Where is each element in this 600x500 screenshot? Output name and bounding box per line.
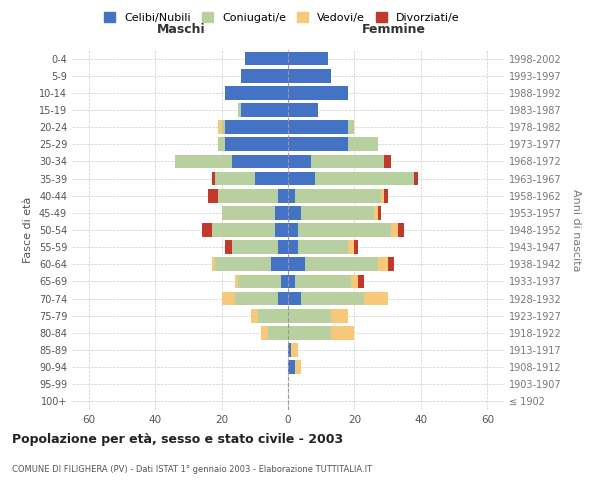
Bar — [314, 172, 414, 185]
Bar — [288, 292, 301, 306]
Bar — [288, 120, 348, 134]
Bar — [385, 154, 391, 168]
Bar — [374, 206, 378, 220]
Bar — [295, 189, 381, 202]
Bar — [278, 240, 288, 254]
Bar — [281, 274, 288, 288]
Bar — [215, 172, 255, 185]
Bar — [378, 258, 388, 271]
Bar — [278, 189, 288, 202]
Bar — [414, 172, 418, 185]
Bar — [301, 292, 364, 306]
Bar — [212, 258, 215, 271]
Bar — [278, 292, 288, 306]
Text: Maschi: Maschi — [157, 24, 206, 36]
Bar — [288, 52, 328, 66]
Bar — [218, 189, 278, 202]
Bar — [258, 309, 288, 322]
Bar — [215, 258, 271, 271]
Bar — [292, 343, 298, 357]
Bar — [385, 189, 388, 202]
Bar — [288, 103, 318, 117]
Bar — [221, 120, 225, 134]
Bar — [202, 223, 212, 237]
Bar — [225, 120, 288, 134]
Bar — [288, 172, 314, 185]
Bar — [232, 240, 278, 254]
Bar — [348, 138, 378, 151]
Legend: Celibi/Nubili, Coniugati/e, Vedovi/e, Divorziati/e: Celibi/Nubili, Coniugati/e, Vedovi/e, Di… — [100, 8, 464, 28]
Bar — [378, 206, 381, 220]
Bar — [288, 69, 331, 82]
Bar — [225, 138, 288, 151]
Bar — [218, 138, 225, 151]
Bar — [295, 360, 301, 374]
Bar — [221, 292, 235, 306]
Bar — [245, 52, 288, 66]
Bar — [288, 309, 331, 322]
Bar — [288, 274, 295, 288]
Bar — [218, 120, 221, 134]
Bar — [311, 154, 385, 168]
Bar — [364, 292, 388, 306]
Text: Femmine: Femmine — [362, 24, 427, 36]
Bar — [288, 189, 295, 202]
Bar — [251, 309, 258, 322]
Bar — [301, 206, 374, 220]
Bar — [288, 138, 348, 151]
Bar — [331, 326, 355, 340]
Bar — [232, 154, 288, 168]
Bar — [241, 103, 288, 117]
Bar — [235, 274, 238, 288]
Bar — [175, 154, 232, 168]
Bar — [288, 258, 305, 271]
Bar — [255, 172, 288, 185]
Bar — [208, 189, 218, 202]
Bar — [381, 189, 385, 202]
Bar — [298, 240, 348, 254]
Bar — [288, 154, 311, 168]
Bar — [398, 223, 404, 237]
Bar — [238, 274, 281, 288]
Bar — [225, 240, 232, 254]
Bar — [331, 309, 348, 322]
Bar — [305, 258, 378, 271]
Bar — [241, 69, 288, 82]
Bar — [288, 360, 295, 374]
Text: COMUNE DI FILIGHERA (PV) - Dati ISTAT 1° gennaio 2003 - Elaborazione TUTTITALIA.: COMUNE DI FILIGHERA (PV) - Dati ISTAT 1°… — [12, 466, 372, 474]
Bar — [288, 223, 298, 237]
Bar — [288, 343, 292, 357]
Bar — [288, 326, 331, 340]
Bar — [298, 223, 391, 237]
Bar — [275, 206, 288, 220]
Y-axis label: Fasce di età: Fasce di età — [23, 197, 33, 263]
Bar — [288, 206, 301, 220]
Y-axis label: Anni di nascita: Anni di nascita — [571, 188, 581, 271]
Bar — [391, 223, 398, 237]
Bar — [288, 86, 348, 100]
Bar — [268, 326, 288, 340]
Bar — [238, 103, 241, 117]
Bar — [262, 326, 268, 340]
Bar — [348, 120, 355, 134]
Bar — [221, 206, 275, 220]
Bar — [351, 274, 358, 288]
Bar — [348, 240, 355, 254]
Bar — [271, 258, 288, 271]
Bar — [212, 223, 275, 237]
Bar — [212, 172, 215, 185]
Bar — [235, 292, 278, 306]
Bar — [358, 274, 364, 288]
Text: Popolazione per età, sesso e stato civile - 2003: Popolazione per età, sesso e stato civil… — [12, 432, 343, 446]
Bar — [295, 274, 351, 288]
Bar — [388, 258, 394, 271]
Bar — [355, 240, 358, 254]
Bar — [275, 223, 288, 237]
Bar — [225, 86, 288, 100]
Bar — [288, 240, 298, 254]
